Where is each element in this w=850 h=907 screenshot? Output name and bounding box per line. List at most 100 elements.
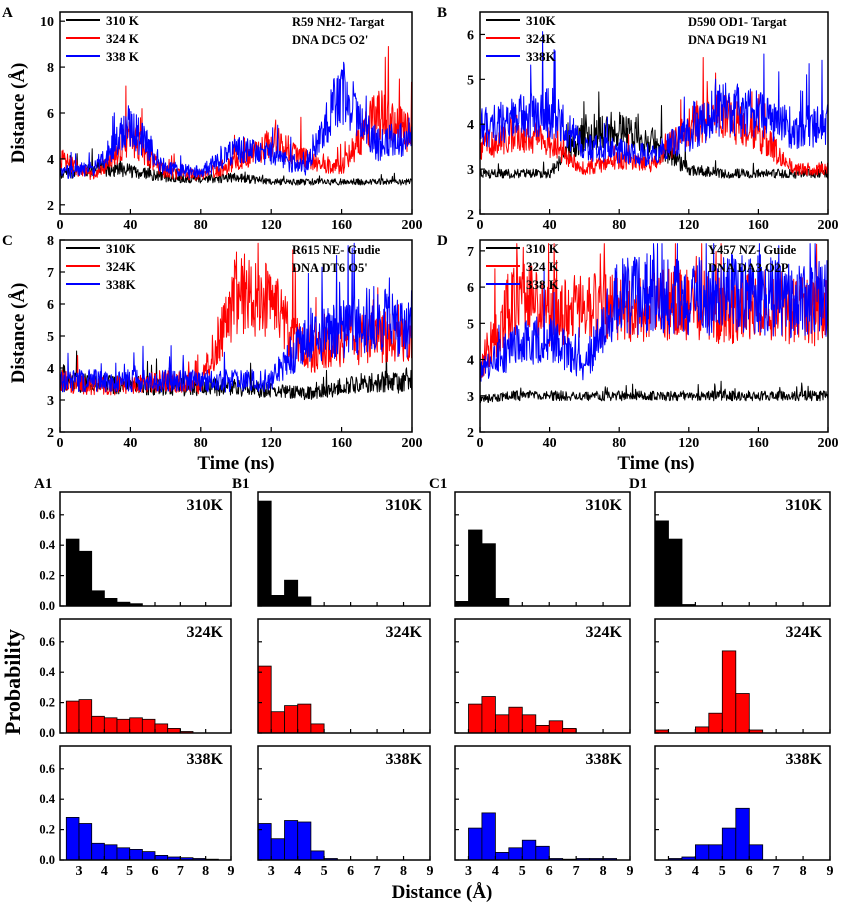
x-tick-label: 4 xyxy=(101,864,108,879)
hist-bar xyxy=(668,538,683,607)
hist-bar xyxy=(310,723,325,734)
hist-bar xyxy=(695,726,710,734)
hist-bar xyxy=(708,712,723,734)
plot-frame xyxy=(454,745,631,861)
hist-bar xyxy=(654,520,669,607)
legend-label: 324K xyxy=(526,31,557,46)
y-tick-label: 0.6 xyxy=(39,635,55,649)
x-tick-label: 8 xyxy=(600,864,607,879)
series-line-338K xyxy=(59,61,413,179)
y-tick-label: 2 xyxy=(47,199,54,214)
hist-bar xyxy=(270,595,285,607)
plot-frame xyxy=(257,618,431,734)
x-tick-label: 40 xyxy=(123,218,137,233)
hist-bar xyxy=(695,844,710,861)
legend-label: 324K xyxy=(106,259,137,274)
hist-bar xyxy=(468,827,483,861)
x-tick-label: 40 xyxy=(543,436,557,451)
panel-label: C xyxy=(2,233,13,249)
x-tick-label: 5 xyxy=(719,864,726,879)
plot-frame xyxy=(59,491,232,607)
hist-bar xyxy=(65,700,80,734)
legend-label: 310K xyxy=(106,241,137,256)
subpanel-324K: 324K xyxy=(454,618,631,734)
hist-bar xyxy=(91,842,105,861)
hist-bar xyxy=(535,725,550,734)
hist-bar xyxy=(310,850,325,861)
x-tick-label: 120 xyxy=(678,218,699,233)
y-tick-label: 4 xyxy=(47,153,54,168)
hist-bar xyxy=(103,844,118,861)
hist-bar xyxy=(721,827,737,861)
x-tick-label: 0 xyxy=(477,436,484,451)
hist-bar xyxy=(494,598,510,607)
temperature-label: 338K xyxy=(786,751,823,768)
y-tick-label: 6 xyxy=(467,281,474,296)
x-tick-label: 3 xyxy=(76,864,83,879)
y-tick-label: 6 xyxy=(47,298,54,313)
hist-bar xyxy=(65,817,80,861)
x-tick-label: 0 xyxy=(477,218,484,233)
x-tick-label: 3 xyxy=(665,864,672,879)
x-tick-label: 6 xyxy=(546,864,553,879)
hist-bar xyxy=(103,717,118,734)
series-line-310K xyxy=(59,346,413,401)
x-tick-label: 4 xyxy=(294,864,301,879)
x-tick-label: 40 xyxy=(123,436,137,451)
y-tick-label: 0.4 xyxy=(39,538,55,552)
series-line-324K xyxy=(59,46,413,181)
y-tick-label: 5 xyxy=(467,73,474,88)
plot-frame xyxy=(257,745,431,861)
panel-label: D xyxy=(437,233,448,249)
x-tick-label: 200 xyxy=(402,436,423,451)
hist-bar xyxy=(535,845,550,861)
hist-bar xyxy=(78,699,93,734)
x-tick-label: 0 xyxy=(57,436,64,451)
annotation-text: Y457 NZ- Guide xyxy=(708,243,797,257)
hist-bar xyxy=(91,590,105,607)
hist-bar xyxy=(284,820,299,861)
y-tick-label: 0.0 xyxy=(39,853,55,867)
x-tick-label: 4 xyxy=(492,864,499,879)
probability-axis-label: Probability xyxy=(0,629,25,735)
y-tick-label: 0.4 xyxy=(39,792,55,806)
x-tick-label: 80 xyxy=(194,436,208,451)
distance-axis-label-a: Distance (Å) xyxy=(8,63,29,164)
plot-frame xyxy=(257,491,431,607)
y-tick-label: 2 xyxy=(47,426,54,441)
temperature-label: 338K xyxy=(187,751,224,768)
panel-b: B 0 40 80 120 160 200 2 3 4 5 6 310K 324K 338K D590 OD1… xyxy=(437,5,839,233)
panel-a: A 0 40 80 120 160 200 2 4 6 8 10 310 K 324 K 338 K R59 … xyxy=(2,5,423,233)
hist-bar xyxy=(521,714,537,734)
y-tick-label: 3 xyxy=(467,390,474,405)
y-tick-label: 5 xyxy=(467,317,474,332)
hist-bar xyxy=(494,852,510,861)
histogram-distance-axis-label: Distance (Å) xyxy=(392,882,493,903)
subpanel-324K: 324K xyxy=(257,618,431,734)
hist-bar xyxy=(735,807,750,861)
hist-bar xyxy=(103,598,118,607)
plot-frame xyxy=(454,618,631,734)
plot-frame xyxy=(479,11,829,215)
subpanel-310K: 310K xyxy=(654,491,831,607)
series-line-324K xyxy=(479,57,829,176)
y-tick-label: 0.0 xyxy=(39,599,55,613)
panel-label: A1 xyxy=(34,476,52,492)
y-tick-label: 4 xyxy=(467,354,474,369)
distance-axis-label-c: Distance (Å) xyxy=(8,283,29,384)
annotation-text: DNA DA3 O2P xyxy=(708,261,789,275)
y-tick-label: 0.2 xyxy=(39,569,55,583)
subpanel-324K: 324K xyxy=(654,618,831,734)
panel-label: D1 xyxy=(629,476,647,492)
hist-bar xyxy=(116,718,131,734)
series-line-310K xyxy=(59,148,413,186)
y-tick-label: 0.2 xyxy=(39,696,55,710)
hist-bar xyxy=(508,706,523,734)
temperature-label: 310K xyxy=(586,497,623,514)
y-tick-label: 0.6 xyxy=(39,508,55,522)
y-tick-label: 10 xyxy=(40,15,54,30)
annotation-text: D590 OD1- Targat xyxy=(688,15,787,29)
x-tick-label: 5 xyxy=(126,864,133,879)
legend-label: 310 K xyxy=(526,241,560,256)
temperature-label: 310K xyxy=(187,497,224,514)
